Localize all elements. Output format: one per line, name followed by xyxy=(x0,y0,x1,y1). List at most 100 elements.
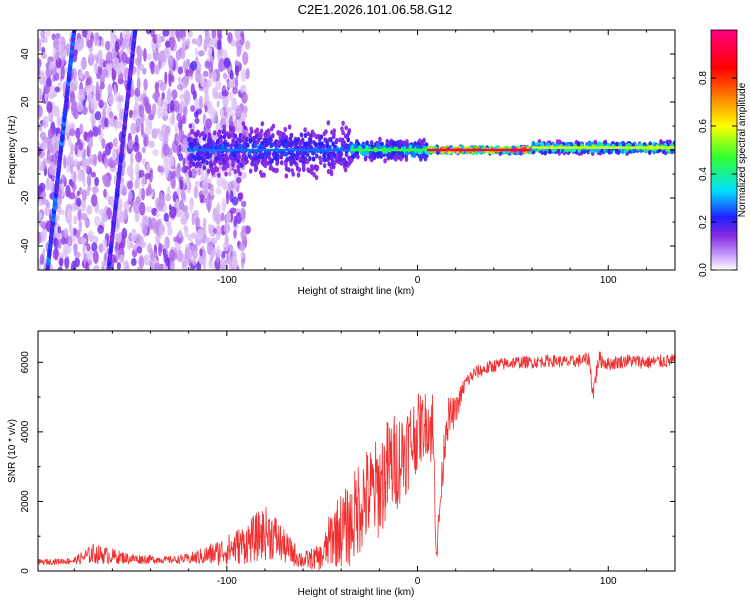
spectrogram-cell xyxy=(198,95,203,104)
spectrogram-cell xyxy=(179,48,186,60)
spectrogram-band-cell xyxy=(347,128,352,134)
spectrogram-cell xyxy=(82,148,87,160)
spectrogram-streak-cell xyxy=(133,30,138,35)
spectrogram-cell xyxy=(197,50,205,57)
spectrogram-cell xyxy=(98,99,104,109)
spectrogram-cell xyxy=(97,124,101,136)
spectrogram-band-cell xyxy=(211,170,215,176)
spectrogram-band-cell xyxy=(240,134,245,140)
spectrogram-cell xyxy=(143,96,150,108)
spectrogram-cell xyxy=(232,87,238,95)
spectrogram-cell xyxy=(228,181,235,191)
colorbar-ticks: 0.0 0.2 0.4 0.6 0.8 xyxy=(698,71,737,277)
spectrogram-cell xyxy=(82,30,88,38)
spectrogram-cell xyxy=(91,185,99,195)
spectrogram-cell xyxy=(79,123,84,135)
spectrogram-cell xyxy=(231,196,239,206)
spectrogram-cell xyxy=(210,237,218,245)
spectrogram-cell xyxy=(101,260,107,267)
spectrogram-band-cell xyxy=(206,168,211,174)
spectrogram-cell xyxy=(240,84,247,95)
spectrogram-cell xyxy=(130,122,137,135)
spectrogram-cell xyxy=(60,174,66,183)
spectrogram-axes: -100 0 100 -40 -20 0 20 40 xyxy=(20,29,675,286)
spectrogram-cell xyxy=(80,58,86,70)
spectrogram-cell xyxy=(77,208,82,222)
spectrogram-band-cell xyxy=(392,155,397,161)
spectrogram-cell xyxy=(171,89,178,100)
spectrogram-band-cell xyxy=(212,160,217,166)
spectrogram-cell xyxy=(221,198,227,212)
spectrogram-cell xyxy=(211,69,217,83)
colorbar-tick-label: 0.6 xyxy=(698,119,709,133)
spectrogram-band-cell xyxy=(229,127,233,133)
spectrogram-cell xyxy=(133,109,137,117)
spectrogram-band-cell xyxy=(556,148,561,154)
spectrogram-band-cell xyxy=(251,135,256,142)
spectrogram-band-cell xyxy=(301,144,306,151)
spectrogram-band-cell xyxy=(319,134,324,140)
spectrogram-cell xyxy=(225,190,230,205)
spectrogram-cell xyxy=(39,131,47,140)
spectrogram-cell xyxy=(178,144,182,154)
spectrogram-cell xyxy=(180,190,186,202)
spectrogram-cell xyxy=(182,75,188,89)
spectrogram-cell xyxy=(151,43,157,53)
spectrogram-cell xyxy=(157,96,162,107)
spectrogram-cell xyxy=(57,239,62,250)
spectrogram-cell xyxy=(65,43,70,57)
spectrogram-cell xyxy=(190,105,196,112)
spectrogram-cell xyxy=(99,75,105,84)
spectrogram-cell xyxy=(205,196,212,211)
spectrogram-cell xyxy=(170,170,177,179)
spectrogram-cell xyxy=(78,70,84,79)
spectrogram-cell xyxy=(194,180,201,188)
spectrogram-band-cell xyxy=(383,158,387,164)
spectrogram-ytick-label: 0 xyxy=(20,147,31,153)
spectrogram-band-cell xyxy=(331,164,336,170)
spectrogram-cell xyxy=(127,190,133,202)
spectrogram-band-cell xyxy=(202,135,207,142)
spectrogram-cell xyxy=(179,100,185,111)
spectrogram-cell xyxy=(74,142,79,155)
spectrogram-band-cell xyxy=(293,144,298,150)
colorbar-label: Normalized spectral amplitude xyxy=(737,82,748,217)
spectrogram-cell xyxy=(190,60,198,71)
spectrogram-cell xyxy=(155,128,161,135)
spectrogram-cell xyxy=(41,228,47,243)
spectrogram-band-cell xyxy=(361,150,366,156)
spectrogram-band-cell xyxy=(286,167,291,173)
spectrogram-cell xyxy=(57,266,63,270)
spectrogram-cell xyxy=(178,229,183,239)
spectrogram-cell xyxy=(173,100,180,113)
spectrogram-cell xyxy=(123,208,128,220)
spectrogram-band-cell xyxy=(322,131,327,137)
spectrogram-cell xyxy=(158,223,165,236)
snr-ytick-label: 0 xyxy=(20,568,31,574)
spectrogram-band-cell xyxy=(614,141,619,147)
spectrogram-cell xyxy=(83,131,88,141)
spectrogram-cell xyxy=(78,219,82,233)
spectrogram-band-cell xyxy=(347,155,351,161)
spectrogram-cell xyxy=(177,66,184,75)
spectrogram-band-cell xyxy=(215,166,220,173)
spectrogram-band-cell xyxy=(330,129,334,135)
spectrogram-cell xyxy=(73,49,78,57)
spectrogram-cell xyxy=(88,94,93,103)
spectrogram-cell xyxy=(143,134,149,148)
spectrogram-cell xyxy=(122,39,129,49)
spectrogram-cell xyxy=(242,115,246,123)
spectrogram-cell xyxy=(128,206,132,213)
spectrogram-cell xyxy=(86,165,90,173)
spectrogram-cell xyxy=(77,236,84,245)
spectrogram-cell xyxy=(104,155,108,169)
spectrogram-band-cell xyxy=(259,169,263,176)
spectrogram-band-cell xyxy=(299,132,304,138)
spectrogram-cell xyxy=(115,249,119,262)
spectrogram-band-cell xyxy=(420,140,424,147)
spectrogram-cell xyxy=(126,31,130,40)
colorbar-tick-label: 0.8 xyxy=(698,71,709,85)
spectrogram-band-cell xyxy=(309,163,314,170)
spectrogram-cell xyxy=(192,90,197,101)
spectrogram-cell xyxy=(165,193,172,202)
